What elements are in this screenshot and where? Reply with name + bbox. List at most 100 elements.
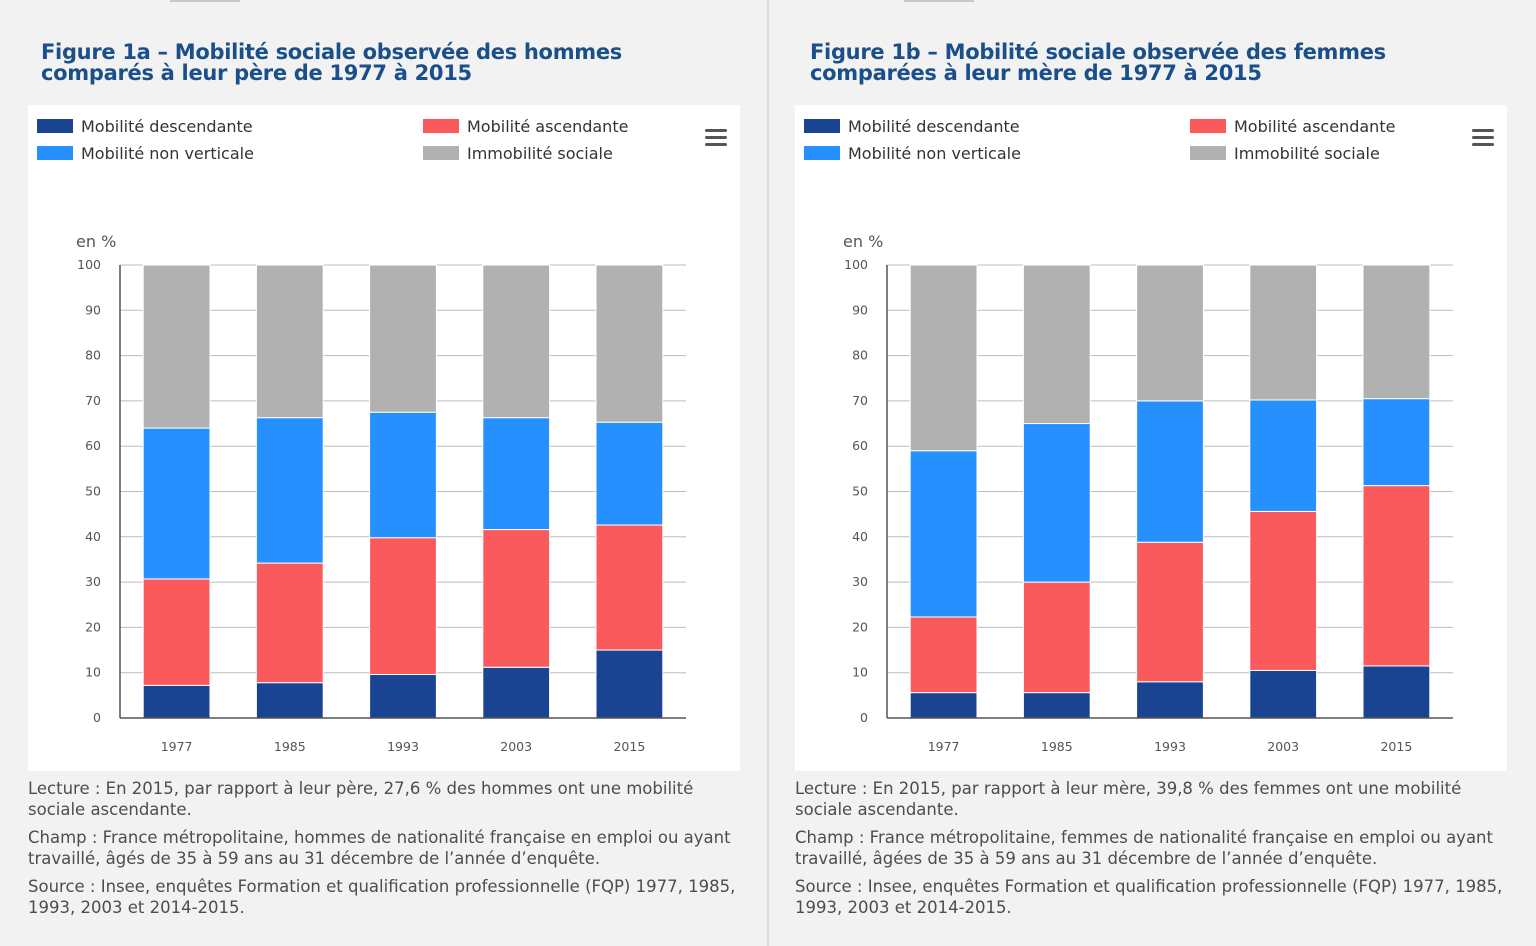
- x-tick-label: 2003: [1267, 739, 1299, 754]
- x-tick-label: 1977: [928, 739, 960, 754]
- x-tick-label: 1977: [161, 739, 193, 754]
- legend-label: Immobilité sociale: [1234, 144, 1380, 163]
- bar-segment: [1362, 398, 1431, 487]
- x-tick-label: 2015: [1380, 739, 1412, 754]
- y-tick-label: 80: [852, 348, 868, 363]
- figure-title: Figure 1a – Mobilité sociale observée de…: [41, 40, 622, 85]
- bar-segment: [1362, 665, 1431, 719]
- y-tick-label: 20: [85, 619, 101, 634]
- legend-label: Mobilité ascendante: [467, 117, 628, 136]
- bar-segment: [1136, 541, 1204, 683]
- bar-segment: [595, 524, 664, 651]
- y-tick-label: 30: [852, 574, 868, 589]
- bar-segment: [1249, 669, 1318, 719]
- bar-segment: [255, 682, 324, 719]
- y-tick-label: 30: [85, 574, 101, 589]
- y-tick-label: 10: [85, 665, 101, 680]
- panel-divider: [767, 0, 769, 946]
- bar-segment: [1136, 400, 1204, 543]
- y-tick-label: 100: [844, 257, 868, 272]
- bar-segment: [369, 411, 437, 539]
- bar-segment: [255, 562, 324, 684]
- source-note: Source : Insee, enquêtes Formation et qu…: [795, 877, 1503, 917]
- bar-segment: [1022, 423, 1091, 583]
- legend-label: Mobilité ascendante: [1234, 117, 1395, 136]
- legend-swatch: [804, 146, 840, 160]
- x-tick-label: 1993: [1154, 739, 1186, 754]
- legend-swatch: [423, 119, 459, 133]
- bar-segment: [369, 264, 437, 413]
- bar-segment: [482, 529, 551, 668]
- bar-segment: [909, 616, 978, 694]
- bar-segment: [482, 666, 551, 719]
- y-tick-label: 40: [85, 529, 101, 544]
- figure-notes: Lecture : En 2015, par rapport à leur mè…: [795, 778, 1515, 925]
- y-tick-label: 60: [85, 438, 101, 453]
- lecture-note: Lecture : En 2015, par rapport à leur pè…: [28, 779, 694, 819]
- figure-title: Figure 1b – Mobilité sociale observée de…: [810, 40, 1386, 85]
- bar-segment: [1249, 264, 1318, 401]
- lecture-note: Lecture : En 2015, par rapport à leur mè…: [795, 779, 1462, 819]
- y-tick-label: 50: [85, 484, 101, 499]
- x-tick-label: 2003: [500, 739, 532, 754]
- legend-swatch: [1190, 146, 1226, 160]
- y-tick-label: 60: [852, 438, 868, 453]
- legend-swatch: [423, 146, 459, 160]
- legend-label: Mobilité descendante: [81, 117, 253, 136]
- legend-label: Immobilité sociale: [467, 144, 613, 163]
- y-tick-label: 90: [85, 302, 101, 317]
- bar-segment: [142, 427, 211, 580]
- y-tick-label: 0: [860, 710, 868, 725]
- y-tick-label: 10: [852, 665, 868, 680]
- chart-container: Mobilité descendante Mobilité ascendante M…: [795, 105, 1507, 771]
- bar-segment: [369, 537, 437, 676]
- y-tick-label: 20: [852, 619, 868, 634]
- legend-swatch: [37, 146, 73, 160]
- y-tick-label: 0: [93, 710, 101, 725]
- x-tick-label: 1985: [274, 739, 306, 754]
- legend-swatch: [804, 119, 840, 133]
- bar-segment: [1022, 581, 1091, 694]
- figure-panel-1a: Figure 1a – Mobilité sociale observée de…: [0, 0, 767, 946]
- bar-segment: [1362, 485, 1431, 667]
- hamburger-menu-icon[interactable]: [705, 129, 727, 147]
- bar-segment: [1249, 510, 1318, 671]
- y-axis-title: en %: [843, 232, 883, 251]
- legend-swatch: [37, 119, 73, 133]
- hamburger-menu-icon[interactable]: [1472, 129, 1494, 147]
- legend-label: Mobilité non verticale: [848, 144, 1021, 163]
- bar-segment: [255, 264, 324, 419]
- y-tick-label: 40: [852, 529, 868, 544]
- bar-segment: [142, 684, 211, 719]
- y-tick-label: 90: [852, 302, 868, 317]
- x-tick-label: 2015: [613, 739, 645, 754]
- bar-segment: [909, 692, 978, 719]
- x-tick-label: 1985: [1041, 739, 1073, 754]
- source-note: Source : Insee, enquêtes Formation et qu…: [28, 877, 736, 917]
- chart-container: Mobilité descendante Mobilité ascendante M…: [28, 105, 740, 771]
- bar-segment: [1022, 264, 1091, 425]
- figure-panel-1b: Figure 1b – Mobilité sociale observée de…: [769, 0, 1536, 946]
- bar-segment: [255, 417, 324, 564]
- x-tick-label: 1993: [387, 739, 419, 754]
- figure-notes: Lecture : En 2015, par rapport à leur pè…: [28, 778, 748, 925]
- bar-segment: [142, 578, 211, 686]
- bar-segment: [595, 421, 664, 526]
- bar-segment: [142, 264, 211, 429]
- bar-segment: [1136, 264, 1204, 402]
- stacked-bar-chart: Mobilité descendante Mobilité ascendante M…: [804, 117, 1453, 754]
- y-tick-label: 50: [852, 484, 868, 499]
- bar-segment: [369, 674, 437, 719]
- bar-segment: [1249, 399, 1318, 512]
- bar-segment: [1022, 692, 1091, 719]
- bar-segment: [595, 649, 664, 719]
- champ-note: Champ : France métropolitaine, hommes de…: [28, 828, 731, 868]
- champ-note: Champ : France métropolitaine, femmes de…: [795, 828, 1493, 868]
- bar-segment: [482, 264, 551, 419]
- bar-segment: [482, 417, 551, 531]
- legend-label: Mobilité non verticale: [81, 144, 254, 163]
- tab-marker: [170, 0, 240, 2]
- bar-segment: [1136, 681, 1204, 719]
- y-tick-label: 70: [85, 393, 101, 408]
- tab-marker: [904, 0, 974, 2]
